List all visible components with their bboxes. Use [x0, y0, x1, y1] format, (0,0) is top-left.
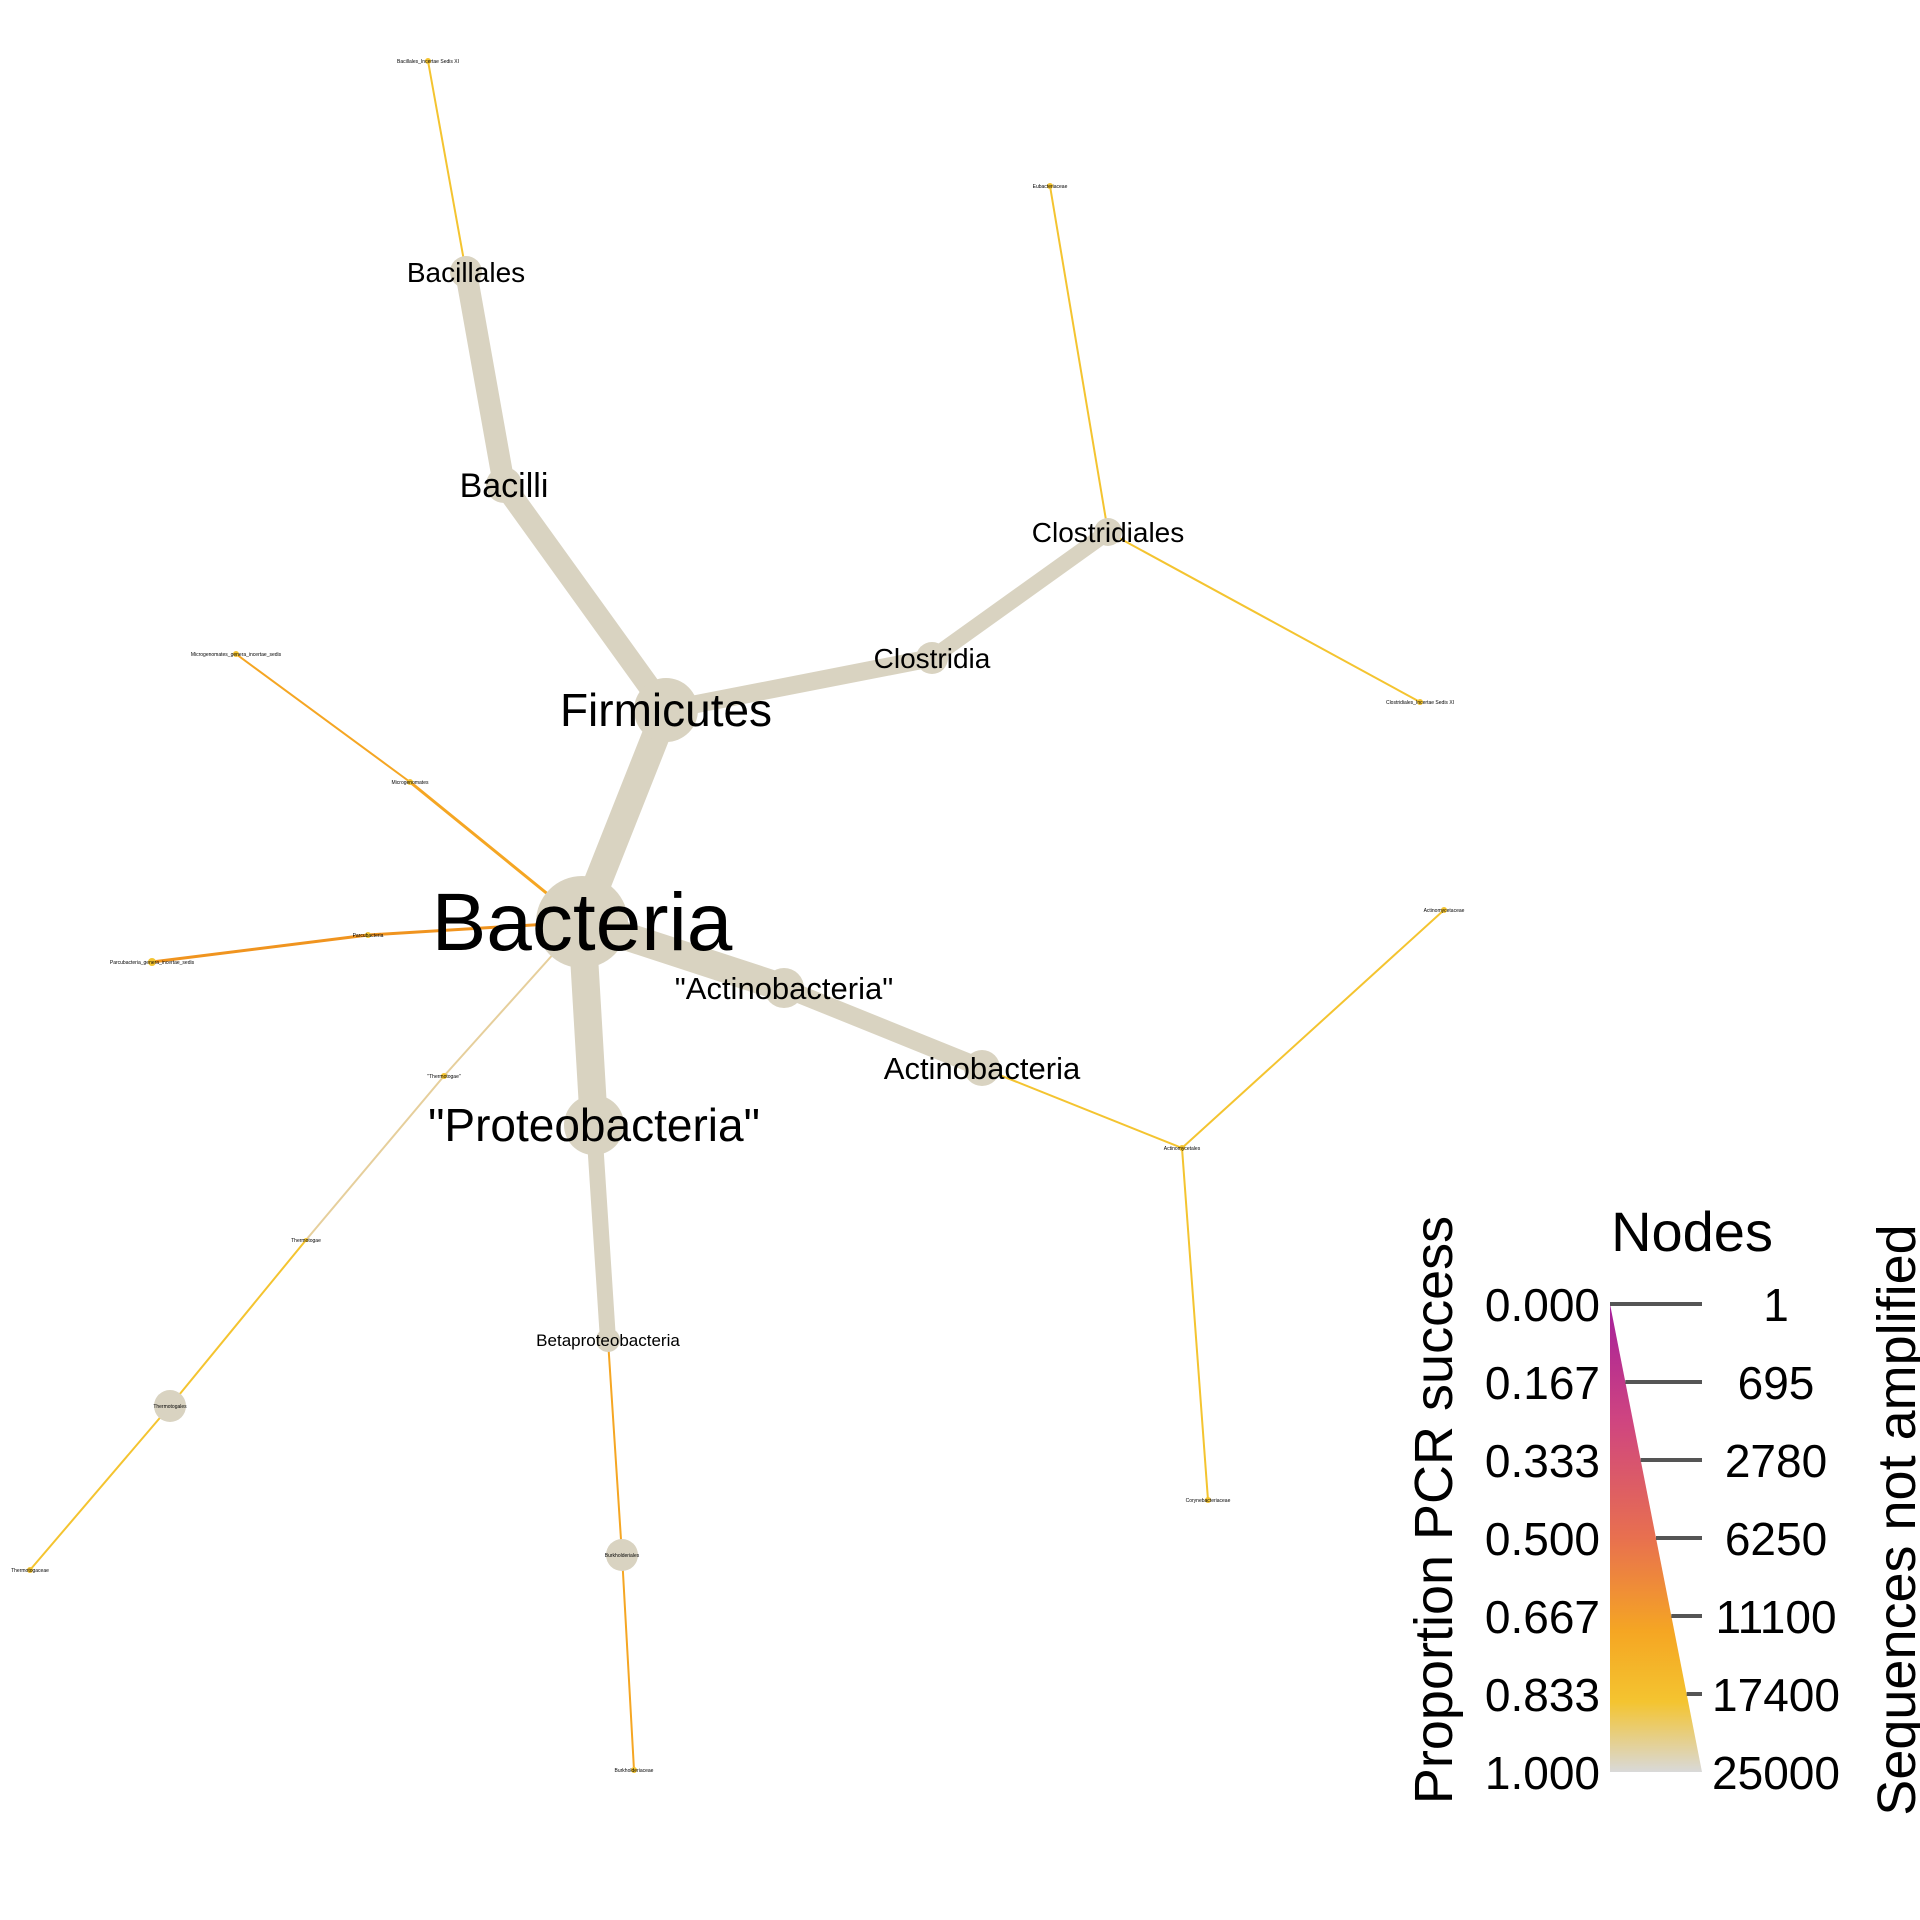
legend-size-tick: 695	[1738, 1357, 1815, 1409]
legend-color-tick: 0.500	[1485, 1513, 1600, 1565]
node-label-actino_class: Actinobacteria	[884, 1051, 1081, 1086]
legend-color-tick: 1.000	[1485, 1747, 1600, 1799]
edge-proteobacteria-to-betaproteobacteria	[586, 1117, 616, 1348]
legend-size-tick: 11100	[1715, 1591, 1836, 1643]
node-label-thermotogaceae: Thermotogaceae	[11, 1568, 49, 1574]
edge-actino_phylum-to-actino_class	[775, 979, 991, 1077]
labels-layer: Bacteria Firmicutes Bacilli Bacillales Bacil…	[11, 59, 1465, 1774]
node-actinomycetaceae	[1441, 907, 1447, 913]
node-label-clostridiales: Clostridiales	[1032, 517, 1185, 548]
legend-size-tick: 17400	[1712, 1669, 1840, 1721]
node-thermotogae_class	[304, 1238, 308, 1242]
legend-color-tick: 0.000	[1485, 1279, 1600, 1331]
edge-thermotogales-to-thermotogaceae	[29, 1405, 171, 1571]
node-label-eubacteriaceae: Eubacteriaceae	[1033, 184, 1068, 190]
node-bacillales_ivs	[425, 58, 431, 64]
node-label-microgenomates_ivs: Microgenomates_genera_incertae_sedis	[191, 652, 282, 658]
node-label-parcubacteria_ivs: Parcubacteria_genera_incertae_sedis	[110, 960, 195, 966]
node-clostridiales_ivs	[1417, 699, 1423, 705]
node-label-betaproteobacteria: Betaproteobacteria	[536, 1331, 680, 1350]
legend-size-tick: 25000	[1712, 1747, 1840, 1799]
node-burkholderiales	[606, 1539, 638, 1571]
legend-color-tick: 0.167	[1485, 1357, 1600, 1409]
edge-actinomycetales-to-actinomycetaceae	[1181, 909, 1445, 1149]
edge-parcubacteria-to-parcubacteria_ivs	[150, 933, 370, 964]
node-label-firmicutes: Firmicutes	[560, 684, 772, 736]
edge-clostridiales-to-clostridiales_ivs	[1107, 531, 1421, 703]
node-label-corynebacteriaceae: Corynebacteriaceae	[1186, 1498, 1231, 1504]
node-clostridia	[916, 642, 948, 674]
legend-color-tick: 0.333	[1485, 1435, 1600, 1487]
edge-clostridia-to-clostridiales	[924, 524, 1116, 666]
nodes-layer	[27, 58, 1447, 1773]
edge-firmicutes-to-clostridia	[657, 649, 941, 719]
node-label-parcubacteria: Parcubacteria	[353, 933, 384, 939]
node-thermotogaceae	[27, 1567, 33, 1573]
node-label-actinomycetaceae: Actinomycetaceae	[1424, 908, 1465, 914]
node-parcubacteria	[365, 932, 371, 938]
node-label-actinomycetales: Actinomycetales	[1164, 1146, 1201, 1152]
legend-size-tick: 6250	[1725, 1513, 1827, 1565]
node-label-microgenomates: Microgenomates	[392, 780, 429, 786]
edge-clostridiales-to-eubacteriaceae	[1049, 185, 1109, 533]
edge-betaproteobacteria-to-burkholderiales	[607, 1339, 623, 1556]
node-firmicutes	[634, 678, 698, 742]
node-label-bacillales_ivs: Bacillales_Incertae Sedis XI	[397, 59, 459, 65]
legend-size-axis-label: Sequences not amplified	[1867, 1224, 1920, 1815]
node-burkholderiaceae	[631, 1767, 637, 1773]
edge-burkholderiales-to-burkholderiaceae	[621, 1554, 635, 1771]
node-microgenomates_ivs	[233, 651, 239, 657]
node-label-bacillales: Bacillales	[407, 257, 525, 288]
legend-color-tick: 0.833	[1485, 1669, 1600, 1721]
node-actino_class	[964, 1050, 1000, 1086]
node-bacilli	[486, 467, 522, 503]
edge-bacillales-to-bacillales_ivs	[427, 60, 467, 273]
legend-size-tick: 2780	[1725, 1435, 1827, 1487]
node-parcubacteria_ivs	[148, 958, 156, 966]
node-actino_phylum	[764, 968, 804, 1008]
edge-firmicutes-to-bacilli	[493, 474, 677, 721]
node-corynebacteriaceae	[1205, 1497, 1211, 1503]
node-microgenomates	[407, 779, 413, 785]
node-clostridiales	[1094, 518, 1122, 546]
edge-microgenomates-to-microgenomates_ivs	[235, 653, 411, 783]
node-bacillales	[450, 256, 482, 288]
node-eubacteriaceae	[1047, 183, 1053, 189]
node-label-clostridia: Clostridia	[874, 643, 991, 674]
node-thermotogales	[154, 1390, 186, 1422]
node-label-burkholderiaceae: Burkholderiaceae	[615, 1768, 654, 1774]
legend-title: Nodes	[1611, 1200, 1773, 1263]
node-bacteria	[536, 876, 628, 968]
legend-color-tick: 0.667	[1485, 1591, 1600, 1643]
node-label-thermotogales: Thermotogales	[153, 1404, 187, 1410]
node-label-bacilli: Bacilli	[460, 467, 549, 505]
legend-color-ticks: 0.000 0.167 0.333 0.500 0.667 0.833 1.000	[1485, 1279, 1600, 1799]
legend: Nodes Proportion PCR success Sequences n…	[1404, 1200, 1920, 1816]
edge-thermotogae_phylum-to-thermotogae_class	[305, 1075, 445, 1241]
node-label-clostridiales_ivs: Clostridiales_Incertae Sedis XI	[1386, 700, 1454, 706]
legend-size-ticks: 1 695 2780 6250 11100 17400 25000	[1610, 1279, 1840, 1799]
node-actinomycetales	[1179, 1145, 1185, 1151]
edge-bacilli-to-bacillales	[455, 261, 515, 496]
node-proteobacteria	[564, 1095, 624, 1155]
node-betaproteobacteria	[596, 1328, 620, 1352]
legend-size-tick: 1	[1763, 1279, 1789, 1331]
edge-actino_class-to-actinomycetales	[981, 1067, 1183, 1149]
node-label-thermotogae_phylum: "Thermotogae"	[427, 1074, 461, 1080]
node-label-bacteria: Bacteria	[432, 877, 733, 968]
node-label-proteobacteria: "Proteobacteria"	[428, 1099, 760, 1151]
edges-layer	[29, 60, 1445, 1771]
node-label-thermotogae_class: Thermotogae	[291, 1238, 321, 1244]
edge-thermotogae_class-to-thermotogales	[169, 1239, 307, 1407]
node-label-burkholderiales: Burkholderiales	[605, 1553, 640, 1559]
node-thermotogae_phylum	[441, 1073, 447, 1079]
node-label-actino_phylum: "Actinobacteria"	[675, 971, 893, 1006]
edge-actinomycetales-to-corynebacteriaceae	[1181, 1147, 1209, 1501]
legend-color-axis-label: Proportion PCR success	[1404, 1216, 1464, 1804]
